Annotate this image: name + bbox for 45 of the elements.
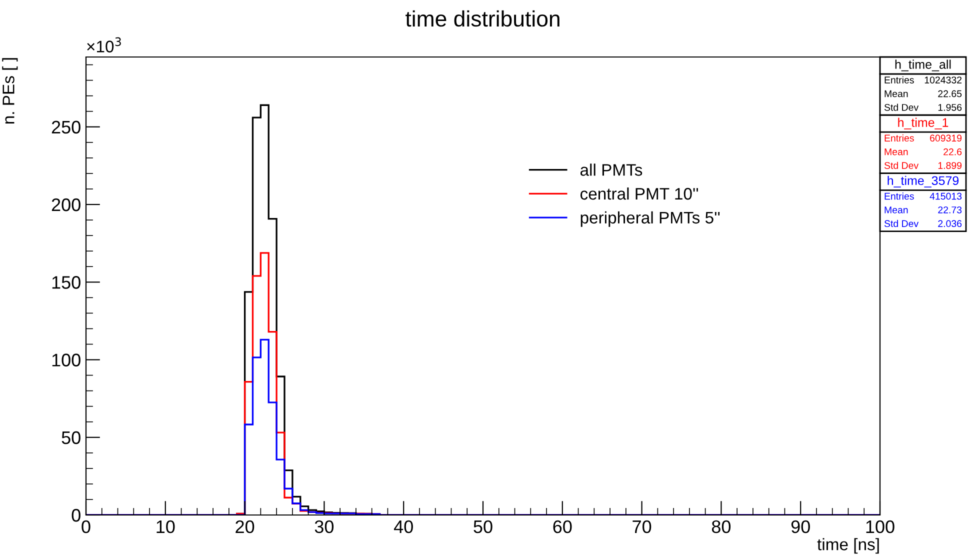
- text: Entries: [884, 192, 914, 200]
- text: h_time_3579: [888, 176, 959, 188]
- x-tick-label: 0: [82, 520, 90, 534]
- text: 22.73: [938, 206, 962, 214]
- text: Mean: [884, 90, 908, 98]
- text: Std Dev: [884, 162, 919, 169]
- y-tick-label: 0: [72, 508, 80, 522]
- x-tick-label: 10: [156, 520, 175, 534]
- x-tick-label: 30: [314, 520, 334, 534]
- legend-label: all PMTs: [580, 164, 642, 176]
- y-tick-label: 200: [52, 198, 80, 212]
- y-tick-label: 50: [62, 431, 80, 444]
- x-tick-label: 50: [474, 520, 492, 534]
- text: h_time_all: [895, 60, 951, 72]
- text: 1.899: [938, 162, 962, 169]
- x-tick-label: 90: [791, 520, 810, 534]
- text: ×10$^{3}$: [87, 37, 121, 52]
- text: 22.6: [944, 148, 962, 156]
- x-tick-label: 70: [632, 520, 652, 534]
- text: Entries: [884, 134, 914, 142]
- x-tick-label: 100: [866, 520, 894, 534]
- text: Entries: [884, 76, 914, 84]
- text: 22.65: [938, 90, 962, 98]
- x-tick-label: 20: [236, 520, 254, 534]
- text: 1.956: [938, 104, 962, 111]
- y-tick-label: 150: [52, 276, 80, 289]
- text: Std Dev: [884, 220, 919, 228]
- x-tick-label: 40: [394, 520, 413, 534]
- text: 1024332: [924, 76, 962, 84]
- legend-label: peripheral PMTs 5'': [580, 211, 720, 227]
- legend-label: central PMT 10'': [580, 187, 698, 200]
- x-axis-title: time [ns]: [817, 538, 879, 554]
- x-tick-label: 60: [553, 520, 572, 534]
- y-tick-label: 250: [52, 120, 80, 134]
- text: Mean: [884, 206, 908, 214]
- text: 2.036: [938, 220, 962, 228]
- text: Std Dev: [884, 104, 919, 111]
- x-tick-label: 80: [712, 520, 731, 534]
- text: Mean: [884, 148, 908, 156]
- chart-title: time distribution: [406, 10, 560, 27]
- y-tick-label: 100: [52, 354, 80, 366]
- text: 415013: [930, 192, 962, 200]
- y-axis-title: n. PEs [ ]: [2, 58, 18, 124]
- text: 609319: [930, 134, 962, 142]
- text: h_time_1: [898, 118, 948, 130]
